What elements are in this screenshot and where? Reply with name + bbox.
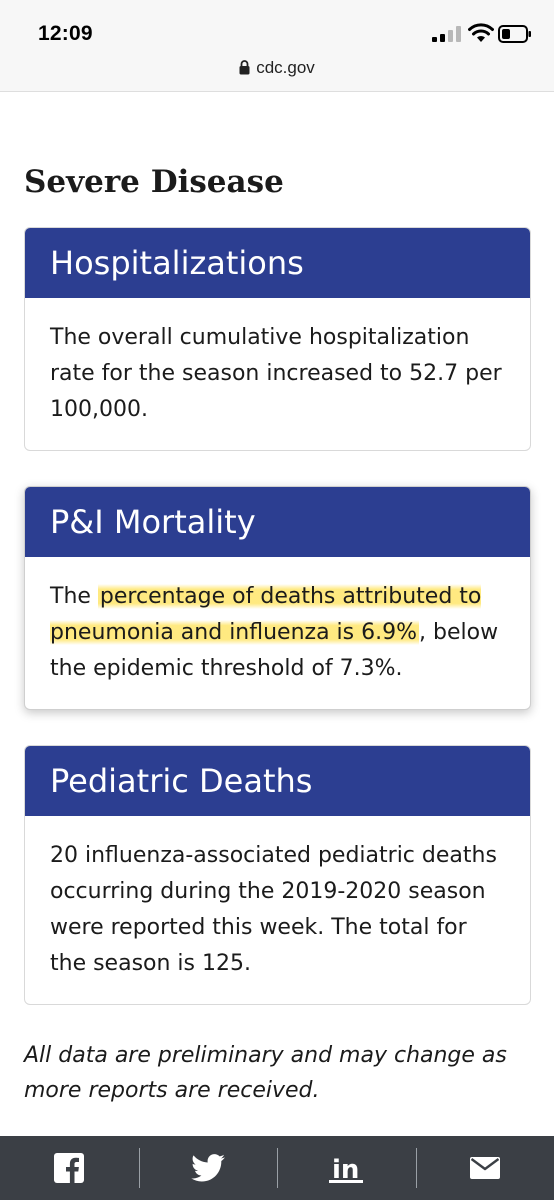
card-body: 20 influenza-associated pediatric deaths…	[50, 843, 497, 976]
linkedin-icon: in	[329, 1155, 364, 1183]
card-header: Hospitalizations	[25, 228, 530, 298]
pi-mortality-card: P&I Mortality The percentage of deaths a…	[24, 486, 531, 710]
facebook-share-button[interactable]	[0, 1136, 139, 1200]
cellular-signal-icon	[432, 26, 461, 42]
address-bar[interactable]: cdc.gov	[0, 58, 554, 78]
section-title: Severe Disease	[24, 164, 284, 200]
email-share-button[interactable]	[415, 1136, 554, 1200]
wifi-icon	[468, 23, 494, 42]
card-title: Pediatric Deaths	[50, 762, 313, 800]
body-prefix: The	[50, 584, 98, 609]
twitter-icon	[190, 1154, 225, 1182]
lock-icon	[239, 60, 250, 75]
email-icon	[469, 1157, 500, 1179]
card-title: P&I Mortality	[50, 503, 256, 541]
linkedin-share-button[interactable]: in	[277, 1136, 416, 1200]
body-suffix: , below the epidemic threshold of 7.3%.	[50, 620, 499, 681]
svg-text:in: in	[332, 1155, 359, 1183]
card-body: The percentage of deaths attributed to p…	[25, 557, 530, 709]
card-header: Pediatric Deaths	[25, 746, 530, 816]
status-bar: 12:09 cdc.gov	[0, 0, 554, 92]
url-text: cdc.gov	[256, 58, 315, 77]
highlighted-text: percentage of deaths attributed to pneum…	[50, 584, 482, 645]
card-title: Hospitalizations	[50, 244, 304, 282]
footnote: All data are preliminary and may change …	[24, 1043, 507, 1103]
share-bar: in	[0, 1136, 554, 1200]
status-time: 12:09	[38, 22, 93, 45]
facebook-icon	[54, 1153, 85, 1183]
pediatric-deaths-card: Pediatric Deaths 20 influenza-associated…	[24, 745, 531, 1005]
battery-icon	[498, 25, 531, 43]
twitter-share-button[interactable]	[138, 1136, 278, 1200]
card-body: The overall cumulative hospitalization r…	[50, 325, 502, 422]
hospitalizations-card: Hospitalizations The overall cumulative …	[24, 227, 531, 451]
card-header: P&I Mortality	[25, 487, 530, 557]
